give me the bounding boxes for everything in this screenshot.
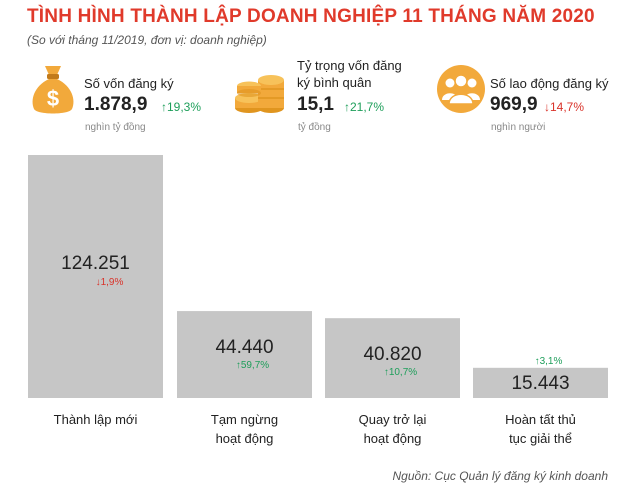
bar — [473, 367, 608, 398]
bar — [177, 311, 312, 398]
kpi-unit: nghìn tỷ đồng — [85, 122, 146, 133]
kpi-label: Số lao động đăng ký — [490, 76, 609, 91]
source-note: Nguồn: Cục Quản lý đăng ký kinh doanh — [392, 469, 608, 483]
page-subtitle: (So với tháng 11/2019, đơn vị: doanh ngh… — [27, 33, 267, 47]
money-bag-icon: $ — [32, 66, 74, 114]
people-group-icon — [437, 65, 485, 113]
category-label: Hoàn tất thủ — [505, 412, 576, 427]
bar-change-label: ↑3,1% — [535, 356, 563, 367]
kpi-value: 969,9 — [490, 94, 538, 115]
kpi-label: Số vốn đăng ký — [84, 76, 174, 91]
bar-value-label: 44.440 — [215, 337, 273, 358]
bar-change-label: ↑59,7% — [236, 360, 269, 371]
kpi-change: ↓14,7% — [544, 100, 585, 114]
kpi-value: 1.878,9 — [84, 94, 148, 115]
kpi-unit: tỷ đồng — [298, 122, 331, 133]
kpi-registered-workers: Số lao động đăng ký 969,9 ↓14,7% nghìn n… — [436, 56, 626, 136]
category-label: hoạt động — [216, 431, 274, 446]
kpi-label-line-2: ký bình quân — [297, 75, 372, 90]
svg-text:$: $ — [47, 86, 59, 111]
kpi-registered-capital: $ Số vốn đăng ký 1.878,9 ↑19,3% nghìn tỷ… — [28, 56, 218, 136]
bar — [28, 155, 163, 398]
category-label: Quay trở lại — [359, 412, 427, 427]
bar-value-label: 15.443 — [511, 373, 569, 394]
kpi-value: 15,1 — [297, 94, 334, 115]
bar-value-label: 124.251 — [61, 253, 130, 274]
bar-value-label: 40.820 — [363, 344, 421, 365]
category-label: Thành lập mới — [54, 412, 138, 427]
bar-change-label: ↓1,9% — [96, 277, 124, 288]
page-title: TÌNH HÌNH THÀNH LẬP DOANH NGHIỆP 11 THÁN… — [27, 6, 595, 27]
kpi-unit: nghìn người — [491, 122, 546, 133]
kpi-label: Tỷ trọng vốn đăng — [297, 58, 402, 73]
category-label: hoạt động — [364, 431, 422, 446]
bar-change-label: ↑10,7% — [384, 367, 417, 378]
category-label: Tạm ngừng — [211, 412, 278, 427]
coin-stack-icon — [235, 75, 284, 113]
kpi-change: ↑19,3% — [161, 100, 202, 114]
kpi-average-capital: Tỷ trọng vốn đăng ký bình quân 15,1 ↑21,… — [233, 56, 423, 136]
kpi-change: ↑21,7% — [344, 100, 385, 114]
bar — [325, 318, 460, 398]
category-label: tục giải thể — [509, 431, 572, 446]
